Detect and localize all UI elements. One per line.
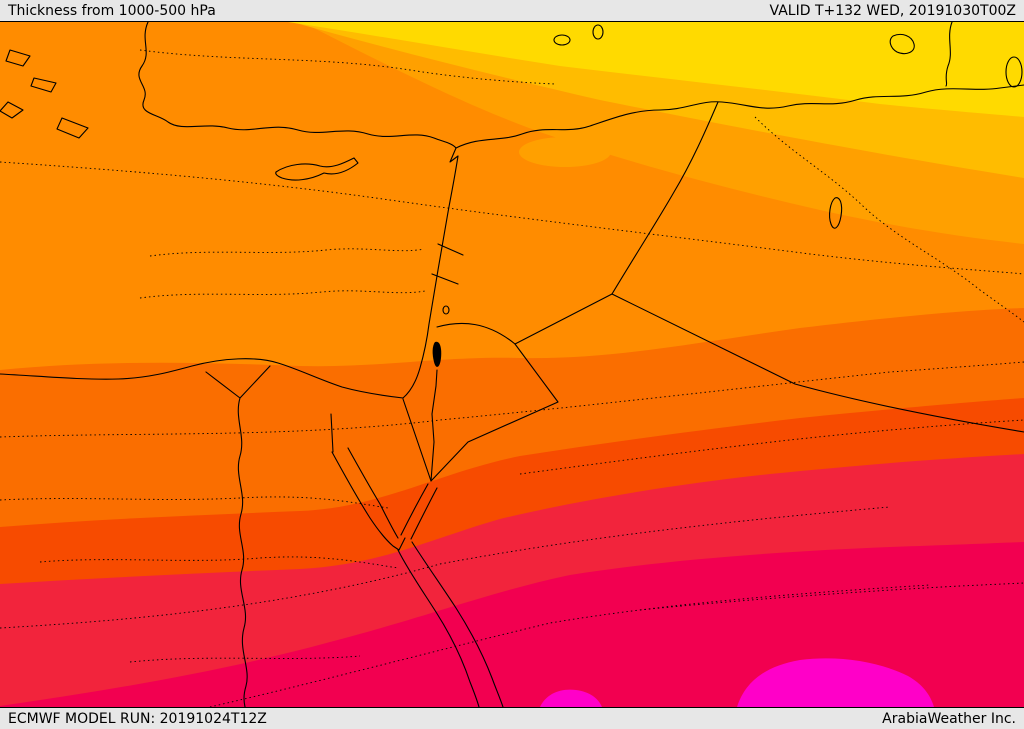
isoline [139,290,426,299]
thickness-map [0,22,1024,707]
border-syria-iraq [611,101,719,295]
isoline [0,506,891,629]
map-footer: ECMWF MODEL RUN: 20191024T12Z ArabiaWeat… [0,707,1024,729]
border-turkey-iran [945,22,953,87]
band-crimson [0,542,1024,707]
suez-canal [330,413,334,453]
isoline [0,361,1024,438]
border-lebanon [431,243,464,285]
band-magenta-small [540,689,602,707]
valid-time-label: VALID T+132 WED, 20191030T00Z [769,2,1016,19]
coastline-turkey-levant [138,22,459,399]
border-iraq-saudi [611,293,1024,433]
branding-label: ArabiaWeather Inc. [882,710,1016,727]
isoline [639,582,1024,611]
red-sea-and-gulfs [331,447,504,707]
map-area [0,22,1024,707]
dotted-isolines [0,49,1024,707]
isoline [129,655,361,663]
border-jordan-saudi [430,343,559,482]
lake-tharthar-outline [829,197,843,229]
model-run-label: ECMWF MODEL RUN: 20191024T12Z [8,710,267,727]
lake-urmia-outline [1005,56,1023,88]
border-jordan-valley [430,369,438,482]
sea-of-galilee-outline [442,305,450,315]
border-egypt-israel [402,398,432,482]
greek-islands [0,49,89,139]
dead-sea [432,341,442,367]
solid-borders [0,22,1024,707]
isoline [754,116,1024,323]
coastline-egypt [0,358,404,399]
isoline [209,584,931,707]
border-turkey-syria [455,84,1024,149]
border-syria-jordan [436,322,516,345]
band-magenta [737,658,934,707]
band-yellow [288,22,1024,117]
isoline [149,248,425,257]
map-title: Thickness from 1000-500 hPa [8,2,216,19]
isoline [0,496,389,509]
nile-river [205,365,271,707]
cyprus-outline [275,157,359,181]
turkish-lake-icon [592,24,604,40]
isoline [39,556,399,569]
turkish-lake-icon [553,34,571,46]
map-header: Thickness from 1000-500 hPa VALID T+132 … [0,0,1024,22]
lake-van-outline [889,33,915,55]
amber-warm-patch [519,137,611,167]
border-iraq-jordan [514,293,613,345]
